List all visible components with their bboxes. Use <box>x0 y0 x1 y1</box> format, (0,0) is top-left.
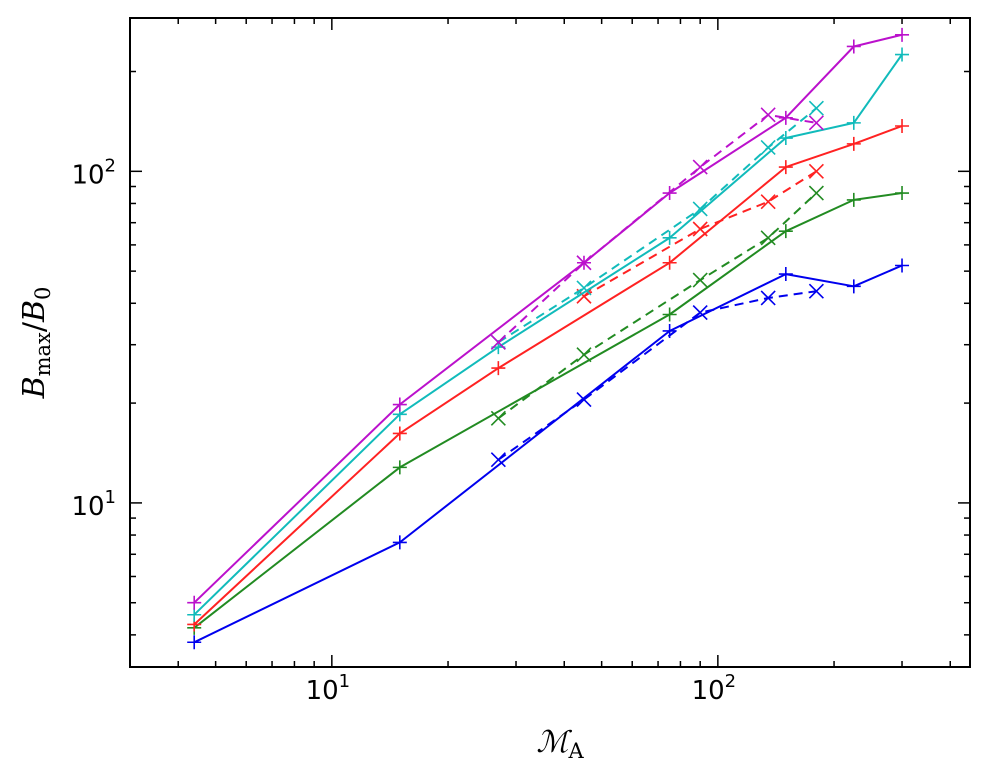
data-point-marker <box>490 334 506 350</box>
data-point-marker <box>187 595 202 610</box>
data-point-marker <box>576 255 592 271</box>
series-2 <box>187 186 910 635</box>
data-point-marker <box>692 201 708 217</box>
data-point-marker <box>576 391 592 408</box>
plot-frame <box>129 17 971 668</box>
data-point-marker <box>895 47 910 62</box>
data-point-marker <box>692 159 708 175</box>
data-point-marker <box>895 186 910 201</box>
data-point-marker <box>392 397 407 412</box>
x-axis-label: ℳA <box>536 725 584 763</box>
data-point-marker <box>392 460 407 475</box>
data-point-marker <box>662 230 677 245</box>
data-point-marker <box>895 258 910 273</box>
data-point-marker <box>576 280 592 296</box>
data-point-marker <box>491 361 506 376</box>
series-1 <box>490 283 824 468</box>
data-point-marker <box>662 307 677 322</box>
series-9 <box>490 107 824 350</box>
series-0 <box>187 258 910 650</box>
x-tick-label: 102 <box>692 671 737 706</box>
data-point-marker <box>760 194 776 210</box>
data-point-marker <box>808 163 824 179</box>
data-point-marker <box>187 635 202 650</box>
data-point-marker <box>490 452 506 468</box>
data-point-marker <box>760 139 776 156</box>
data-point-marker <box>895 118 910 133</box>
y-axis-label-group: Bmax/B0 <box>17 287 55 400</box>
series-line <box>583 170 817 298</box>
y-tick-label: 102 <box>71 155 116 190</box>
series-line <box>497 113 817 344</box>
data-point-marker <box>392 535 407 550</box>
data-point-marker <box>490 410 506 426</box>
data-point-marker <box>760 290 776 306</box>
series-line <box>497 290 817 461</box>
series-line <box>193 125 903 626</box>
data-point-marker <box>808 185 824 201</box>
series-line <box>193 53 903 616</box>
series-6 <box>187 47 910 622</box>
series-7 <box>490 100 824 350</box>
data-point-marker <box>692 221 708 237</box>
data-point-marker <box>760 107 776 123</box>
data-point-marker <box>662 255 677 270</box>
data-point-marker <box>846 279 861 294</box>
series-line <box>193 192 903 629</box>
data-point-marker <box>778 160 793 175</box>
data-point-marker <box>846 39 861 54</box>
y-axis-label: Bmax/B0 <box>17 287 55 400</box>
data-point-marker <box>808 283 824 299</box>
series-layer <box>187 27 910 650</box>
series-8 <box>187 27 910 610</box>
series-line <box>497 107 818 344</box>
data-point-marker <box>692 272 708 288</box>
y-tick-label: 101 <box>71 487 116 522</box>
data-point-marker <box>576 347 592 363</box>
data-point-marker <box>778 224 793 239</box>
data-point-marker <box>846 115 861 130</box>
ticks-layer <box>129 18 970 667</box>
data-point-marker <box>778 267 793 282</box>
data-point-marker <box>846 136 861 151</box>
series-3 <box>490 185 824 426</box>
plot-frame-layer <box>129 17 971 668</box>
labels-layer: 101 102 101 102 ℳA Bmax/B0 <box>17 155 736 763</box>
series-5 <box>576 163 824 304</box>
data-point-marker <box>187 607 202 622</box>
data-point-marker <box>808 115 824 131</box>
x-tick-label: 101 <box>306 671 351 706</box>
series-line <box>193 264 903 644</box>
data-point-marker <box>692 305 708 321</box>
data-point-marker <box>760 230 776 246</box>
data-point-marker <box>808 100 824 116</box>
data-point-marker <box>392 426 407 441</box>
data-point-marker <box>895 27 910 42</box>
series-4 <box>187 118 910 632</box>
data-point-marker <box>846 192 861 207</box>
